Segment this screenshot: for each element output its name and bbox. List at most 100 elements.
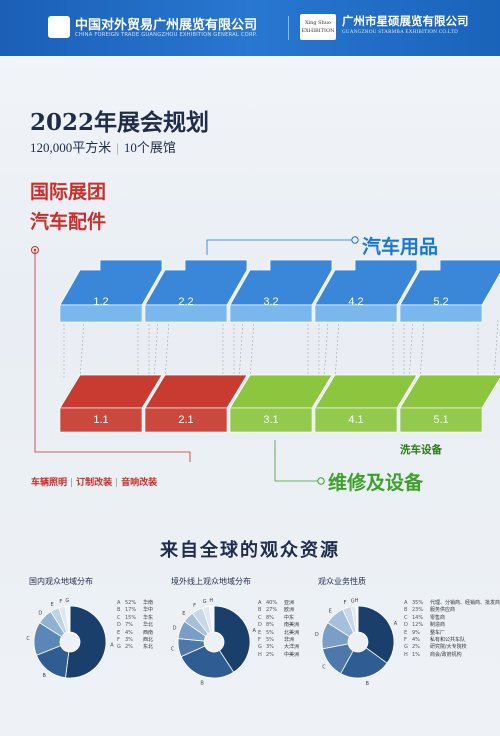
hall-2.2-front: [144, 304, 228, 323]
cfte-logo-icon: [48, 16, 70, 38]
hall-4.2-roof: [314, 259, 418, 306]
hall-2.1-label: 2.1: [178, 414, 193, 426]
legend-name: 商会/政府机构: [430, 651, 462, 658]
hall-1-dashed-line: [79, 319, 85, 381]
legend-pct: 52%: [125, 600, 137, 606]
legend-pct: 8%: [266, 614, 274, 621]
hall-4-dashed-line: [408, 319, 414, 381]
legend-name: 华中: [143, 607, 154, 614]
legend-key: D: [117, 622, 121, 629]
pie-2-slice-label-H: H: [209, 598, 213, 604]
legend-pct: 4%: [412, 637, 420, 644]
hall-4.2-label: 4.2: [348, 296, 363, 308]
car-accessories-label: 汽车用品: [362, 236, 439, 258]
hall-1-dashed-line: [153, 319, 159, 381]
legend-key: A: [258, 600, 262, 606]
hall-4.1-front: [314, 407, 398, 433]
pie-2-legend: A 40% 亚洲 B 27% 欧洲 C 8% 中东 D 8% 南美洲 E 5% 北美洲 F 5% 非洲 G 3% 大洋洲…: [258, 600, 299, 659]
legend-name: 西南: [143, 629, 154, 636]
hall-5.1-front: [399, 407, 483, 433]
intl-pavilion-line-2: 汽车配件: [30, 211, 107, 233]
header-banner: 中国对外贸易广州展览有限公司 CHINA FOREIGN TRADE GUANG…: [0, 0, 500, 56]
pie-2-title: 境外线上观众地域分布: [171, 577, 251, 586]
legend-key: D: [258, 622, 262, 629]
hall-1.2-roof: [59, 259, 163, 306]
legend-key: C: [258, 614, 262, 621]
legend-row: A 52% 华南: [117, 600, 153, 607]
hall-3-dashed-line: [323, 319, 329, 381]
pie-3-slice-label-B: B: [365, 681, 369, 687]
legend-row: C 8% 中东: [258, 615, 299, 622]
pie-1-slice-label-G: G: [65, 598, 69, 604]
legend-key: C: [404, 614, 408, 621]
legend-pct: 5%: [266, 629, 274, 636]
hall-2-dashed-line: [164, 319, 170, 381]
legend-key: H: [258, 651, 262, 658]
pie-3-slice-label-H: H: [355, 598, 359, 604]
intl-pavilion-line-1: 国际展团: [30, 181, 107, 203]
hall-3.1-front: [229, 407, 313, 433]
hall-4.1-label: 4.1: [348, 414, 363, 426]
legend-name: 服务供应商: [430, 607, 456, 614]
pie-2-slice-H: [208, 605, 215, 633]
legend-name: 大洋洲: [284, 644, 300, 651]
intl-pavilion-title: 国际展团 汽车配件: [30, 177, 106, 237]
organizer-1-name: 中国对外贸易广州展览有限公司: [75, 18, 258, 33]
legend-row: A 40% 亚洲: [258, 600, 299, 607]
legend-row: C 15% 华东: [117, 615, 153, 622]
pie-1-slice-label-F: F: [59, 599, 62, 605]
legend-key: A: [117, 600, 121, 606]
legend-row: H 1% 商会/政府机构: [404, 652, 498, 659]
pie-2-slice-label-B: B: [200, 680, 204, 686]
legend-key: B: [117, 607, 121, 614]
legend-name: 非洲: [284, 637, 295, 644]
red-connector-dot-center: [33, 248, 37, 252]
legend-name: 东北: [143, 644, 154, 651]
legend-pct: 17%: [125, 607, 137, 614]
pie-3-slice-label-F: F: [344, 600, 347, 606]
legend-pct: 40%: [266, 600, 278, 606]
legend-row: E 4% 西南: [117, 630, 153, 637]
legend-name: 整车厂: [430, 629, 446, 636]
legend-key: C: [117, 614, 121, 621]
pie-3-slice-A: [357, 605, 395, 664]
legend-pct: 23%: [412, 607, 424, 614]
legend-key: F: [117, 637, 120, 644]
legend-row: E 9% 整车厂: [404, 630, 498, 637]
legend-pct: 12%: [412, 622, 424, 629]
legend-name: 研究院/大专院校: [430, 644, 467, 651]
hall-2.2-label: 2.2: [178, 296, 193, 308]
hall-2-dashed-line: [238, 319, 244, 381]
hall-1.2-label: 1.2: [93, 296, 108, 308]
hall-2.1-roof: [144, 374, 248, 409]
legend-pct: 14%: [412, 614, 424, 621]
organizer-1-english: CHINA FOREIGN TRADE GUANGZHOU EXHIBITION…: [75, 32, 258, 38]
pie-2-slice-label-A: A: [253, 628, 257, 634]
legend-row: F 5% 非洲: [258, 637, 299, 644]
legend-name: 制造商: [430, 622, 446, 629]
green-connector-dot: [317, 477, 325, 485]
legend-pct: 3%: [125, 637, 133, 644]
hall-4.1-roof: [314, 374, 418, 409]
legend-name: 华北: [143, 622, 154, 629]
legend-pct: 2%: [266, 651, 274, 658]
hall-4-dashed-line: [334, 319, 340, 381]
hall-3-dashed-line: [249, 319, 255, 381]
pie-3-legend: A 35% 代理、分销商、经销商、批发商 B 23% 服务供应商 C 14% 零售商 D 12% 制造…: [404, 600, 500, 659]
legend-pct: 2%: [125, 644, 133, 651]
organizer-2-english: GUANGZHOU STARMBA EXHIBITION CO.LTD: [342, 30, 459, 35]
tag-lighting: 车辆照明: [31, 478, 68, 488]
plan-subtitle: 120,000平方米 | 10个展馆: [30, 140, 176, 155]
plan-halls: 10个展馆: [123, 140, 176, 155]
pie-2-slice-label-G: G: [203, 599, 207, 605]
pie-3-slice-label-G: G: [351, 598, 355, 604]
legend-row: D 12% 制造商: [404, 622, 498, 629]
legend-row: F 4% 私有和公共车队: [404, 637, 498, 644]
category-tags: 车辆照明 | 订制改装 | 音响改装: [31, 478, 158, 488]
pie-2-slice-B: [180, 645, 235, 679]
legend-pct: 7%: [125, 622, 133, 629]
pie-1-slice-A: [65, 605, 107, 679]
organizer-2-name: 广州市星硕展览有限公司: [342, 14, 469, 28]
pie-1-title: 国内观众地域分布: [29, 577, 93, 586]
hall-5.1-roof: [399, 374, 500, 409]
